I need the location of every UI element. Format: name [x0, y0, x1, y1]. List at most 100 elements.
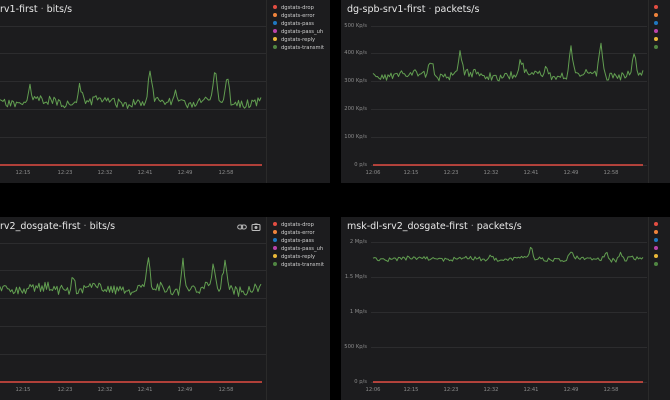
legend-swatch: [273, 246, 277, 250]
legend-swatch: [654, 37, 658, 41]
legend-item[interactable]: [654, 254, 662, 261]
legend-item-pass-uh[interactable]: dgstats-pass_uh: [273, 29, 323, 36]
x-tick-label: 12:23: [57, 387, 73, 393]
x-tick-label: 12:06: [365, 170, 381, 176]
legend-item[interactable]: [654, 13, 662, 20]
legend: [648, 0, 670, 183]
legend-swatch: [654, 222, 658, 226]
panel-title[interactable]: dg-spb-srv1-first · packets/s: [347, 4, 480, 15]
x-tick-label: 12:23: [57, 170, 73, 176]
legend-swatch: [654, 262, 658, 266]
legend-swatch: [654, 230, 658, 234]
legend-item-reply[interactable]: dgstats-reply: [273, 37, 315, 44]
y-tick-label: 1 Mp/s: [349, 309, 367, 315]
legend-item[interactable]: [654, 45, 662, 52]
chart-area[interactable]: [371, 20, 647, 168]
x-tick-label: 12:49: [177, 387, 193, 393]
x-tick-label: 12:58: [218, 387, 234, 393]
legend-swatch: [273, 13, 277, 17]
legend-item-transmit[interactable]: dgstats-transmit: [273, 45, 324, 52]
legend-item-drop[interactable]: dgstats-drop: [273, 222, 314, 229]
panel-title[interactable]: msk-dl-srv2_dosgate-first · packets/s: [347, 221, 522, 232]
x-tick-label: 12:41: [523, 387, 539, 393]
y-tick-label: 100 Kp/s: [344, 134, 367, 140]
legend-swatch: [654, 21, 658, 25]
legend-swatch: [273, 254, 277, 258]
legend-swatch: [654, 45, 658, 49]
camera-icon[interactable]: [251, 223, 261, 231]
y-tick-label: 200 Kp/s: [344, 106, 367, 112]
y-tick-label: 500 Kp/s: [344, 23, 367, 29]
legend-item[interactable]: [654, 262, 662, 269]
legend-item-drop[interactable]: dgstats-drop: [273, 5, 314, 12]
legend-item[interactable]: [654, 230, 662, 237]
legend-swatch: [654, 29, 658, 33]
legend: dgstats-drop dgstats-error dgstats-pass …: [266, 0, 330, 183]
x-tick-label: 12:49: [563, 170, 579, 176]
legend-item-transmit[interactable]: dgstats-transmit: [273, 262, 324, 269]
x-tick-label: 12:23: [443, 170, 459, 176]
legend-swatch: [273, 262, 277, 266]
series-line-transmit: [0, 257, 262, 297]
x-tick-label: 12:41: [523, 170, 539, 176]
link-icon[interactable]: [237, 223, 247, 231]
legend-swatch: [654, 13, 658, 17]
x-tick-label: 12:23: [443, 387, 459, 393]
x-tick-label: 12:15: [403, 387, 419, 393]
y-tick-label: 1.5 Mp/s: [344, 274, 367, 280]
chart-area[interactable]: [371, 237, 647, 385]
legend-item[interactable]: [654, 246, 662, 253]
legend-swatch: [273, 21, 277, 25]
legend-item[interactable]: [654, 37, 662, 44]
panel-top-left: rv1-first · bits/s 12:15 12:23 12:32 12:41 12:…: [0, 0, 330, 183]
x-tick-label: 12:49: [563, 387, 579, 393]
y-tick-label: 2 Mp/s: [349, 239, 367, 245]
y-tick-label: 400 Kp/s: [344, 50, 367, 56]
chart-area[interactable]: [0, 237, 266, 385]
legend-swatch: [273, 37, 277, 41]
legend-item[interactable]: [654, 238, 662, 245]
legend-swatch: [273, 5, 277, 9]
x-tick-label: 12:41: [137, 387, 153, 393]
panel-title[interactable]: rv1-first · bits/s: [0, 4, 73, 15]
y-tick-label: 500 Kp/s: [344, 344, 367, 350]
x-tick-label: 12:15: [403, 170, 419, 176]
legend-item-pass[interactable]: dgstats-pass: [273, 238, 314, 245]
series-line-transmit: [0, 70, 262, 109]
legend-swatch: [273, 230, 277, 234]
legend-item[interactable]: [654, 222, 662, 229]
x-tick-label: 12:15: [15, 387, 31, 393]
legend-swatch: [654, 238, 658, 242]
panel-top-right: dg-spb-srv1-first · packets/s 500 Kp/s 400 …: [341, 0, 670, 183]
series-line-transmit: [372, 246, 644, 263]
legend: [648, 217, 670, 400]
panel-title[interactable]: rv2_dosgate-first · bits/s: [0, 221, 116, 232]
legend-item[interactable]: [654, 21, 662, 28]
legend-item[interactable]: [654, 5, 662, 12]
legend: dgstats-drop dgstats-error dgstats-pass …: [266, 217, 330, 400]
x-tick-label: 12:41: [137, 170, 153, 176]
legend-item-error[interactable]: dgstats-error: [273, 230, 315, 237]
y-tick-label: 300 Kp/s: [344, 78, 367, 84]
x-tick-label: 12:49: [177, 170, 193, 176]
legend-item-reply[interactable]: dgstats-reply: [273, 254, 315, 261]
legend-item-error[interactable]: dgstats-error: [273, 13, 315, 20]
panel-bottom-left: rv2_dosgate-first · bits/s 12:15 12:23 12:32…: [0, 217, 330, 400]
x-tick-label: 12:58: [603, 387, 619, 393]
legend-item[interactable]: [654, 29, 662, 36]
panel-bottom-right: msk-dl-srv2_dosgate-first · packets/s 2 Mp…: [341, 217, 670, 400]
series-line-transmit: [372, 42, 644, 82]
legend-swatch: [654, 246, 658, 250]
chart-area[interactable]: [0, 20, 266, 168]
legend-swatch: [273, 222, 277, 226]
x-tick-label: 12:15: [15, 170, 31, 176]
x-tick-label: 12:06: [365, 387, 381, 393]
legend-swatch: [654, 254, 658, 258]
legend-item-pass[interactable]: dgstats-pass: [273, 21, 314, 28]
y-tick-label: 0 p/s: [354, 162, 367, 168]
x-tick-label: 12:58: [218, 170, 234, 176]
x-tick-label: 12:32: [97, 387, 113, 393]
legend-item-pass-uh[interactable]: dgstats-pass_uh: [273, 246, 323, 253]
x-tick-label: 12:32: [97, 170, 113, 176]
legend-swatch: [654, 5, 658, 9]
